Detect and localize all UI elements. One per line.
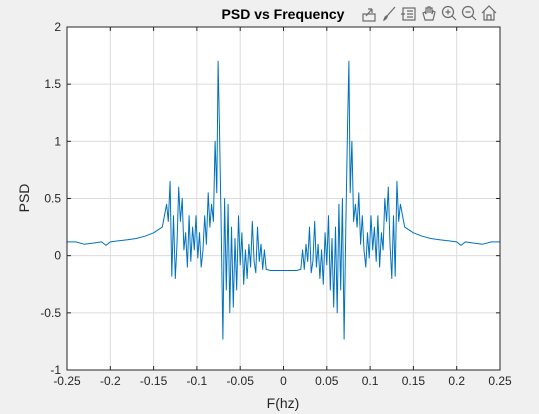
x-tick-labels: -0.25 -0.2 -0.15 -0.1 -0.05 0 0.05 0.1 0.15 0.2 0.… — [53, 374, 512, 388]
y-axis-label: PSD — [16, 184, 32, 213]
y-tick-label: 0.5 — [44, 192, 61, 206]
y-tick-labels: -1 -0.5 0 0.5 1 1.5 2 — [40, 20, 61, 377]
chart-title: PSD vs Frequency — [222, 6, 345, 22]
x-tick-label: 0.2 — [448, 374, 465, 388]
x-tick-label: -0.05 — [227, 374, 255, 388]
data-tip-icon[interactable] — [401, 7, 416, 21]
y-tick-label: 1.5 — [44, 77, 61, 91]
x-tick-label: -0.1 — [187, 374, 208, 388]
psd-curve — [67, 60, 500, 340]
pan-icon[interactable] — [422, 6, 436, 21]
brush-icon[interactable] — [383, 6, 396, 21]
home-icon[interactable] — [481, 5, 497, 21]
x-tick-label: -0.25 — [53, 374, 81, 388]
x-tick-label: 0.1 — [362, 374, 379, 388]
zoom-out-icon[interactable] — [461, 5, 477, 21]
y-tick-label: -1 — [50, 363, 61, 377]
x-tick-label: 0 — [280, 374, 287, 388]
x-tick-label: -0.2 — [100, 374, 121, 388]
y-tick-label: -0.5 — [40, 306, 61, 320]
psd-series-line — [67, 60, 500, 340]
export-icon[interactable] — [362, 8, 376, 22]
x-tick-label: 0.05 — [315, 374, 339, 388]
x-tick-label: 0.25 — [488, 374, 512, 388]
zoom-in-icon[interactable] — [441, 5, 457, 21]
y-tick-label: 2 — [54, 20, 61, 34]
x-tick-label: 0.15 — [402, 374, 426, 388]
axes-toolbar — [362, 5, 497, 22]
x-axis-label: F(hz) — [267, 395, 300, 411]
y-tick-label: 0 — [54, 249, 61, 263]
x-tick-label: -0.15 — [140, 374, 168, 388]
ticks — [66, 26, 501, 371]
y-tick-label: 1 — [54, 134, 61, 148]
